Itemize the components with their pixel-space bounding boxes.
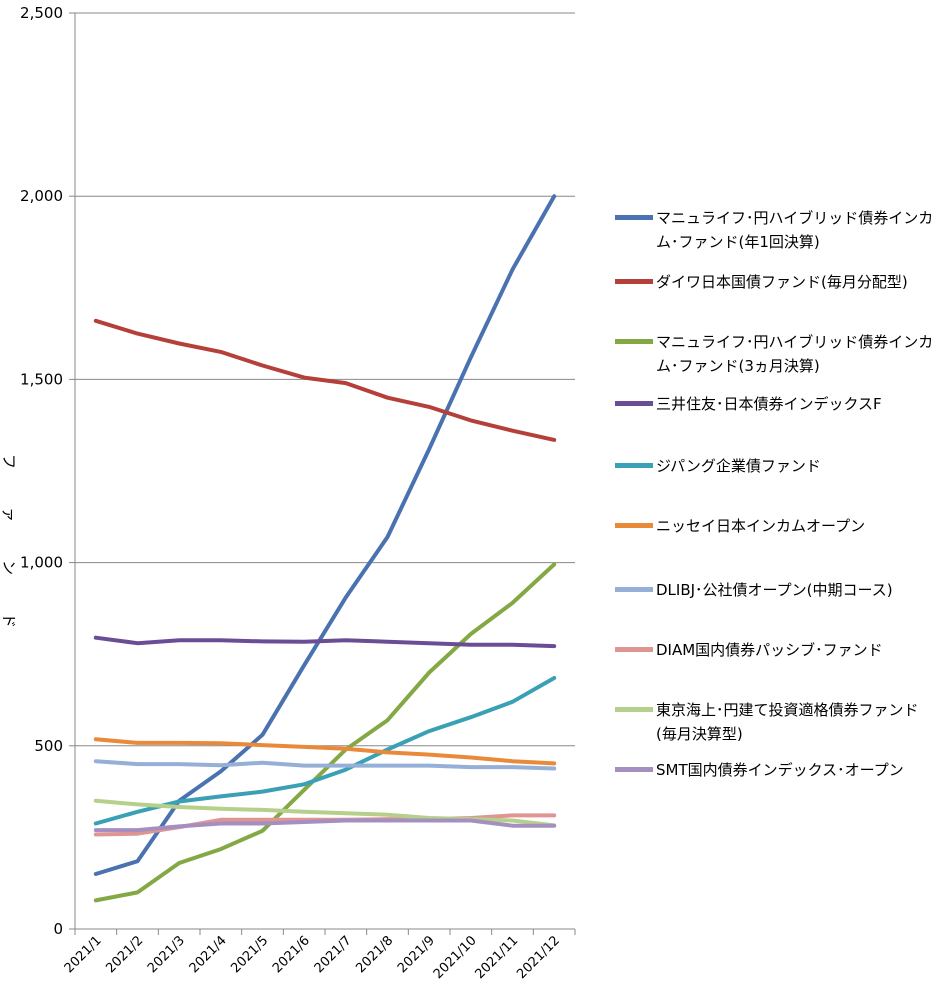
series-lines [93,194,557,903]
legend-swatch [615,587,653,592]
x-tick-label: 2021/5 [228,933,271,976]
legend-label: DIAM国内債券パッシブ･ファンド [656,641,883,659]
legend-item: マニュライフ･円ハイブリッド債券インカム･ファンド(3ヵ月決算) [615,330,935,378]
legend-item: 三井住友･日本債券インデックスF [615,392,935,416]
legend-item: ニッセイ日本インカムオープン [615,514,935,538]
y-tick-label: 2,500 [20,4,63,22]
series-line-6 [93,737,557,766]
x-tick-label: 2021/12 [514,933,563,982]
legend-label: 三井住友･日本債券インデックスF [656,395,882,413]
legend-label: ダイワ日本国債ファンド(毎月分配型) [656,273,908,291]
series-line-3 [93,562,557,903]
legend-item: 東京海上･円建て投資適格債券ファンド(毎月決算型) [615,698,935,746]
legend-swatch [615,339,653,344]
legend-swatch [615,401,653,406]
legend-label: マニュライフ･円ハイブリッド債券インカム･ファンド(3ヵ月決算) [656,333,934,375]
legend-item: マニュライフ･円ハイブリッド債券インカム･ファンド(年1回決算) [615,206,935,254]
y-axis-title: ファンド [0,454,18,666]
series-line-9 [93,798,557,828]
x-tick-label: 2021/2 [103,933,146,976]
legend-item: ジパング企業債ファンド [615,454,935,478]
x-tick-label: 2021/4 [187,933,230,976]
x-tick-label: 2021/8 [353,933,396,976]
legend-label: DLIBJ･公社債オープン(中期コース) [656,581,893,599]
legend-item: DIAM国内債券パッシブ･ファンド [615,638,935,662]
legend-label: マニュライフ･円ハイブリッド債券インカム･ファンド(年1回決算) [656,209,934,251]
legend-swatch [615,767,653,772]
legend-label: ジパング企業債ファンド [656,457,821,475]
x-tick-label: 2021/3 [145,933,188,976]
y-tick-label: 1,500 [20,370,63,388]
series-line-4 [93,635,557,649]
x-tick-label: 2021/1 [62,933,105,976]
gridlines [69,12,575,930]
legend-swatch [615,279,653,284]
y-tick-label: 500 [34,737,63,755]
legend-swatch [615,707,653,712]
series-line-7 [93,759,557,771]
legend-item: DLIBJ･公社債オープン(中期コース) [615,578,935,602]
y-tick-label: 1,000 [20,554,63,572]
y-tick-label: 0 [53,920,63,938]
legend-label: 東京海上･円建て投資適格債券ファンド(毎月決算型) [656,701,919,743]
x-tick-labels: 2021/12021/22021/32021/42021/52021/62021… [62,933,563,982]
legend-swatch [615,215,653,220]
y-tick-label: 2,000 [20,187,63,205]
legend-item: SMT国内債券インデックス･オープン [615,758,935,782]
legend-swatch [615,463,653,468]
series-line-1 [93,194,557,876]
legend-label: ニッセイ日本インカムオープン [656,517,866,535]
x-tick-label: 2021/11 [473,933,522,982]
series-line-10 [93,818,557,833]
x-tick-label: 2021/6 [270,933,313,976]
legend-item: ダイワ日本国債ファンド(毎月分配型) [615,270,935,294]
series-line-2 [93,318,557,442]
axes [74,13,576,935]
legend-swatch [615,523,653,528]
x-tick-label: 2021/7 [312,933,355,976]
legend-swatch [615,647,653,652]
x-tick-label: 2021/10 [431,933,480,982]
legend-label: SMT国内債券インデックス･オープン [656,761,904,779]
y-tick-labels: 0 500 1,000 1,500 2,000 2,500 [20,4,63,938]
series-line-5 [93,676,557,826]
